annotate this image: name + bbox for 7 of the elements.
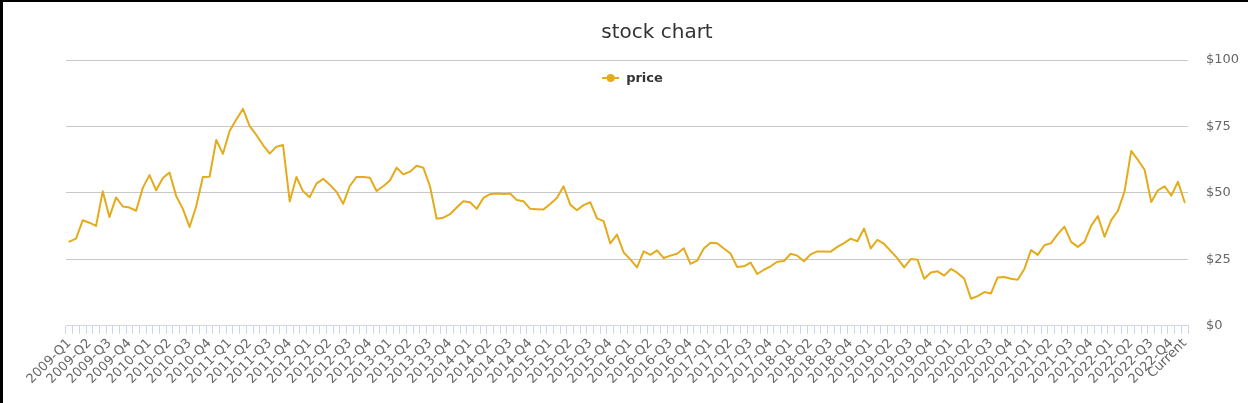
y-tick-label: $25	[1206, 250, 1231, 266]
y-tick-label: $100	[1206, 51, 1240, 67]
legend-label: price	[626, 70, 664, 86]
y-tick-label: $50	[1206, 184, 1231, 200]
y-tick-label: $0	[1206, 317, 1223, 333]
y-tick-label: $75	[1206, 117, 1231, 133]
chart-title: stock chart	[601, 19, 713, 44]
